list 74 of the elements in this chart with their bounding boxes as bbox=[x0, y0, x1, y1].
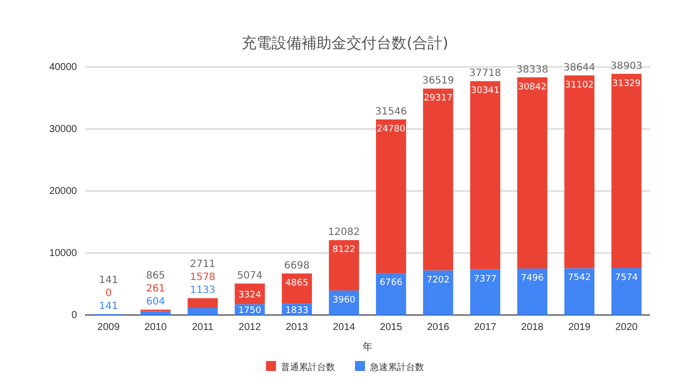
legend-label: 急速累計台数 bbox=[369, 362, 424, 373]
bar bbox=[423, 88, 454, 270]
bar bbox=[470, 81, 500, 270]
y-tick-label: 0 bbox=[71, 310, 78, 322]
data-label: 1750 bbox=[238, 306, 262, 316]
data-label: 4865 bbox=[285, 278, 308, 288]
x-tick-label: 2015 bbox=[380, 322, 403, 334]
data-label: 3324 bbox=[238, 290, 262, 300]
chart-title: 充電設備補助金交付台数(合計) bbox=[242, 34, 448, 52]
total-label: 36519 bbox=[422, 76, 454, 87]
bar bbox=[140, 311, 171, 315]
x-tick-label: 2009 bbox=[97, 322, 120, 334]
data-label: 31102 bbox=[565, 80, 594, 90]
x-tick-label: 2018 bbox=[521, 322, 544, 334]
bar bbox=[188, 298, 218, 308]
total-label: 38903 bbox=[610, 60, 642, 72]
data-label: 7202 bbox=[426, 275, 450, 286]
total-label: 38338 bbox=[516, 64, 548, 76]
data-label: 31329 bbox=[612, 78, 642, 89]
total-label: 6698 bbox=[284, 260, 310, 272]
y-tick-label: 10000 bbox=[49, 248, 78, 260]
x-tick-label: 2017 bbox=[474, 322, 497, 334]
bar bbox=[517, 77, 548, 269]
bar bbox=[282, 273, 312, 304]
bar bbox=[188, 308, 218, 315]
bar bbox=[376, 273, 406, 315]
x-axis-title: 年 bbox=[362, 341, 372, 353]
total-label: 38644 bbox=[563, 62, 596, 74]
data-label: 0 bbox=[105, 288, 112, 300]
data-label: 3960 bbox=[332, 295, 356, 306]
total-label: 31546 bbox=[375, 106, 407, 118]
x-tick-label: 2013 bbox=[286, 322, 308, 334]
data-label: 6766 bbox=[380, 278, 403, 288]
x-tick-label: 2020 bbox=[615, 322, 638, 334]
data-label: 141 bbox=[98, 275, 118, 286]
y-tick-label: 30000 bbox=[49, 124, 78, 136]
x-tick-label: 2010 bbox=[144, 322, 168, 334]
data-label: 1578 bbox=[190, 272, 216, 284]
x-tick-label: 2011 bbox=[192, 322, 214, 334]
x-tick-label: 2014 bbox=[332, 322, 356, 334]
x-tick-label: 2016 bbox=[427, 322, 450, 334]
data-label: 261 bbox=[146, 284, 166, 295]
total-label: 141 bbox=[98, 301, 118, 312]
data-label: 7377 bbox=[474, 274, 497, 284]
data-label: 30842 bbox=[518, 82, 547, 92]
bar bbox=[423, 270, 454, 315]
data-label: 1133 bbox=[190, 285, 216, 296]
total-label: 37718 bbox=[469, 68, 502, 80]
bar bbox=[564, 268, 594, 315]
y-tick-label: 20000 bbox=[49, 186, 78, 198]
data-label: 29317 bbox=[424, 94, 452, 104]
data-label: 604 bbox=[146, 296, 166, 308]
total-label: 12082 bbox=[328, 227, 360, 238]
bar bbox=[470, 269, 500, 315]
x-tick-label: 2012 bbox=[238, 322, 262, 334]
bar bbox=[517, 268, 548, 315]
x-tick-label: 2019 bbox=[568, 322, 591, 334]
bar bbox=[376, 119, 406, 274]
data-label: 30341 bbox=[470, 86, 500, 96]
bar bbox=[328, 240, 360, 290]
bar bbox=[611, 74, 642, 268]
y-tick-label: 40000 bbox=[49, 62, 78, 74]
bar bbox=[611, 268, 642, 315]
total-label: 2711 bbox=[190, 259, 216, 270]
data-label: 24780 bbox=[376, 124, 406, 134]
total-label: 5074 bbox=[237, 270, 263, 282]
data-label: 7542 bbox=[568, 273, 591, 284]
data-label: 7574 bbox=[615, 273, 638, 284]
legend-label: 普通累計台数 bbox=[281, 362, 335, 373]
total-label: 865 bbox=[146, 270, 166, 282]
data-label: 1833 bbox=[285, 306, 308, 316]
data-label: 8122 bbox=[332, 245, 356, 256]
bar bbox=[564, 75, 594, 268]
data-label: 7496 bbox=[520, 274, 544, 284]
